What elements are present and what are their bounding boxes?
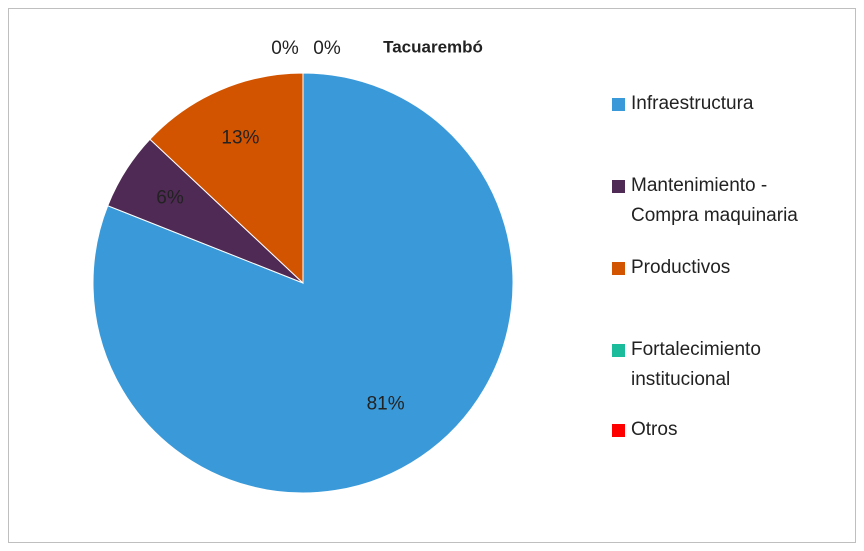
legend-label: Fortalecimiento institucional: [631, 339, 761, 390]
legend-swatch: [612, 98, 625, 111]
data-label: 0%: [313, 38, 341, 59]
legend-label: Productivos: [631, 257, 731, 278]
legend-item: Otros: [612, 415, 842, 445]
legend-item: Mantenimiento - Compra maquinaria: [612, 171, 842, 231]
legend-item: Infraestructura: [612, 89, 842, 119]
legend-label: Otros: [631, 419, 678, 440]
legend-swatch: [612, 180, 625, 193]
legend-swatch: [612, 262, 625, 275]
legend-label: Infraestructura: [631, 93, 754, 114]
data-label: 81%: [367, 394, 405, 415]
data-label: 13%: [221, 127, 259, 148]
pie-slice: [149, 72, 304, 285]
legend-item: Fortalecimiento institucional: [612, 335, 842, 395]
legend-label: Mantenimiento - Compra maquinaria: [631, 175, 798, 226]
chart-title: Tacuarembó: [383, 37, 483, 56]
data-label: 0%: [271, 38, 299, 59]
legend-swatch: [612, 424, 625, 437]
legend-swatch: [612, 344, 625, 357]
data-label: 6%: [156, 188, 184, 209]
legend-item: Productivos: [612, 253, 842, 283]
